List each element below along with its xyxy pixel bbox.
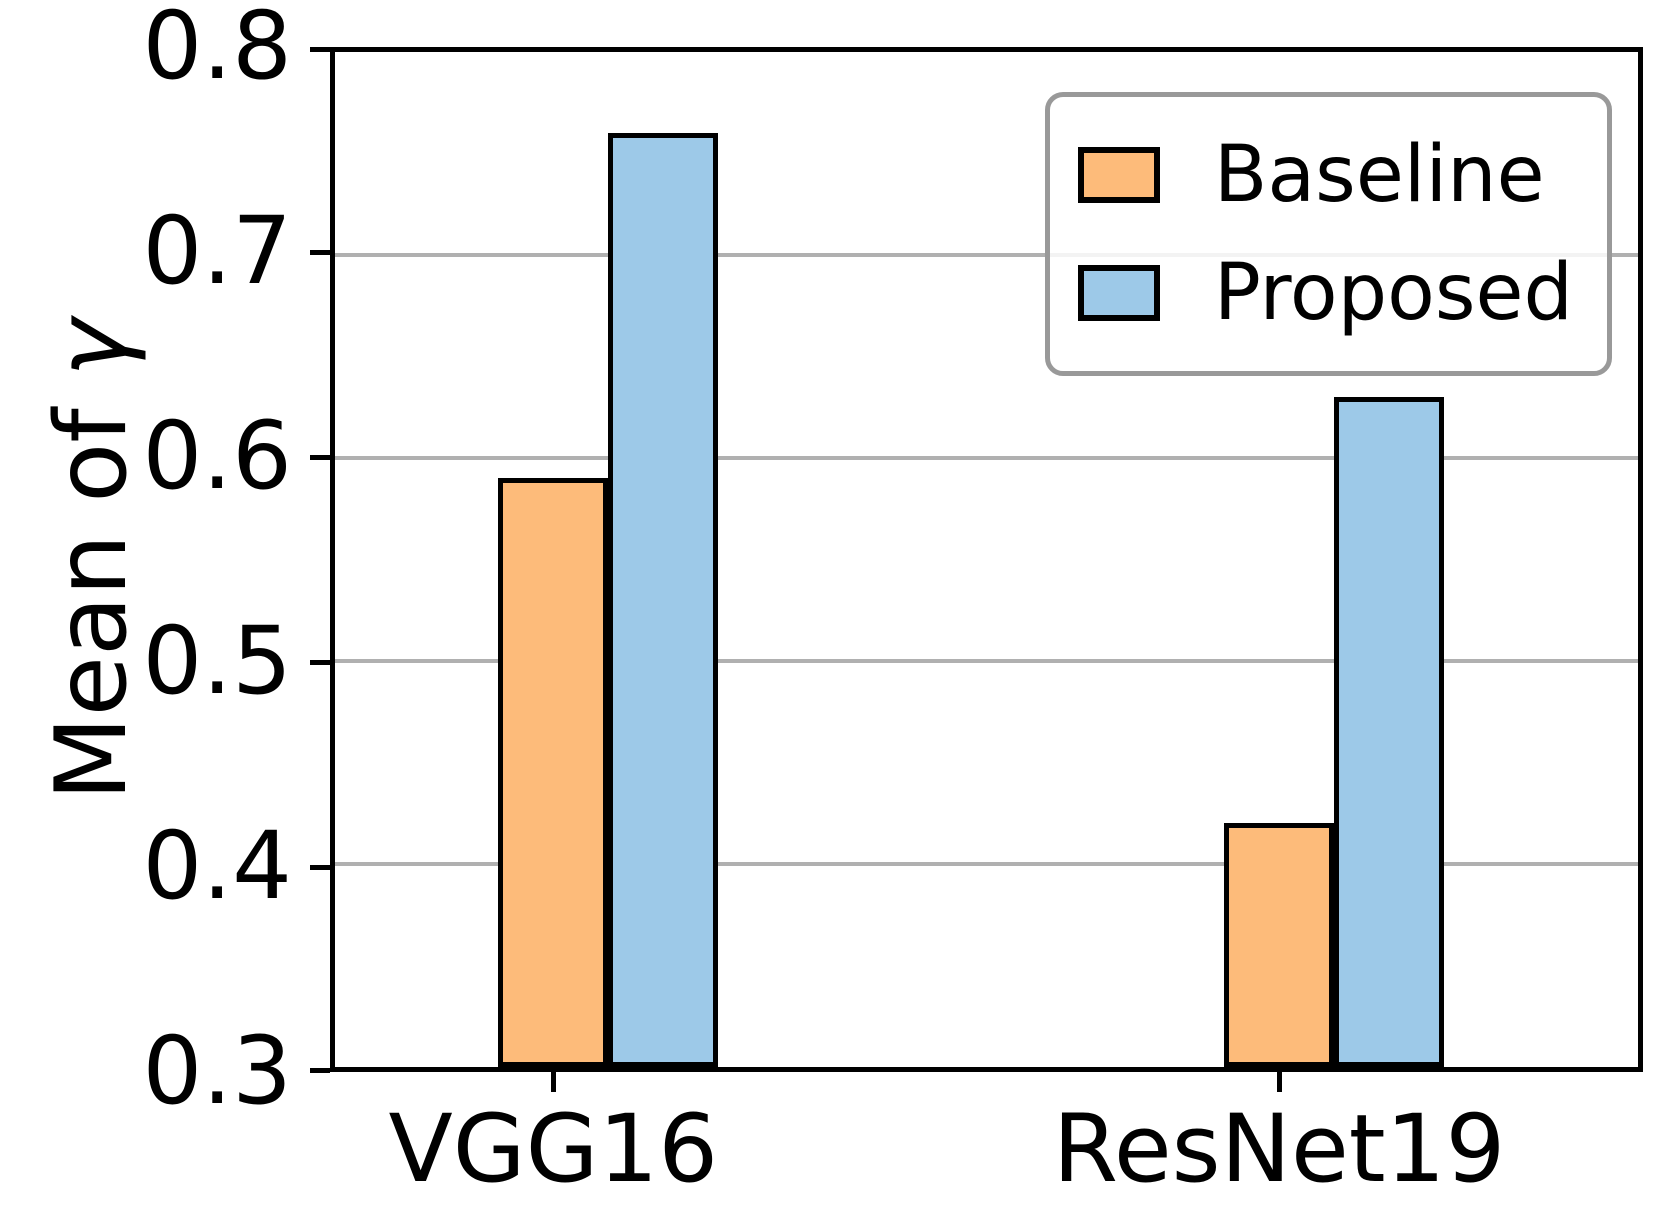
legend-label: Baseline	[1213, 130, 1545, 220]
gridline	[335, 862, 1638, 866]
bar-resnet19-proposed	[1334, 397, 1445, 1067]
legend-item: Baseline	[1077, 123, 1573, 227]
bar-vgg16-proposed	[608, 133, 719, 1067]
y-tick-mark	[310, 660, 330, 665]
y-axis-label: Mean of γ	[35, 319, 149, 801]
x-tick-label-vgg16: VGG16	[388, 1095, 719, 1204]
legend: Baseline Proposed	[1044, 92, 1612, 376]
y-tick-mark	[310, 47, 330, 52]
x-tick-mark	[1277, 1072, 1283, 1092]
y-tick-mark	[310, 1068, 330, 1073]
gridline	[335, 659, 1638, 663]
legend-item: Proposed	[1077, 241, 1573, 345]
bar-vgg16-baseline	[498, 478, 609, 1067]
gridline	[335, 253, 1638, 257]
gridline	[335, 456, 1638, 460]
y-tick-label: 0.5	[142, 607, 293, 716]
y-tick-label: 0.7	[142, 197, 293, 306]
bar-resnet19-baseline	[1223, 823, 1335, 1067]
y-tick-label: 0.4	[142, 812, 293, 921]
legend-swatch-baseline	[1077, 147, 1160, 203]
y-tick-label: 0.3	[142, 1017, 293, 1126]
y-tick-mark	[310, 865, 330, 870]
legend-swatch-proposed	[1077, 265, 1160, 321]
legend-label: Proposed	[1213, 248, 1573, 338]
y-tick-mark	[310, 455, 330, 460]
y-tick-label: 0.8	[142, 0, 293, 101]
x-tick-mark	[551, 1072, 557, 1092]
gamma-symbol: γ	[35, 319, 149, 378]
x-tick-label-resnet19: ResNet19	[1052, 1095, 1506, 1204]
y-tick-label: 0.6	[142, 402, 293, 511]
y-tick-mark	[310, 250, 330, 255]
plot-area: Baseline Proposed	[330, 47, 1643, 1072]
